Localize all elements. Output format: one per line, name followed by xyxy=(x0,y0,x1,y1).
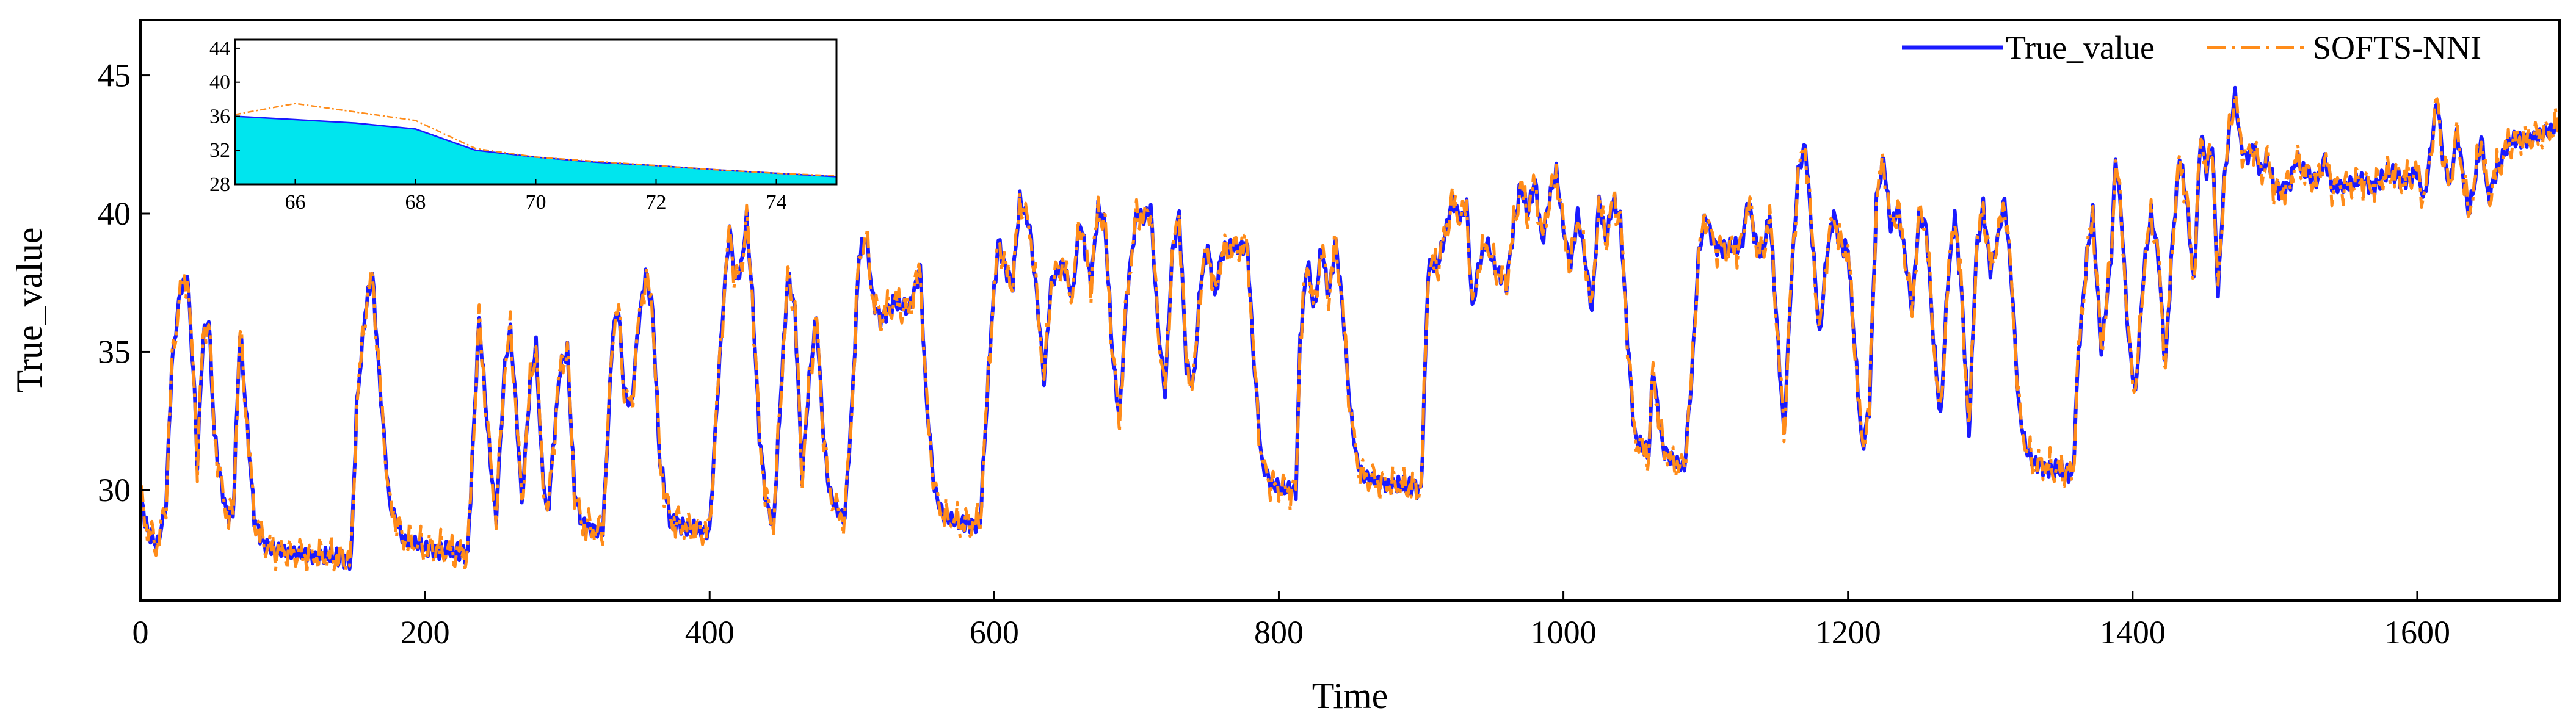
inset-y-tick-label: 32 xyxy=(209,139,230,162)
y-tick-label: 45 xyxy=(98,57,131,94)
inset-x-tick-label: 66 xyxy=(285,191,306,214)
x-axis-label: Time xyxy=(1312,676,1388,716)
x-tick-label: 1200 xyxy=(1815,614,1881,651)
series-line-softs-nni xyxy=(139,93,2561,575)
inset-line-softs-nni xyxy=(234,103,837,177)
inset-y-tick-label: 44 xyxy=(209,37,230,60)
inset-y-tick-label: 28 xyxy=(209,173,230,196)
inset-y-tick-label: 36 xyxy=(209,105,230,128)
inset-y-axis: 28 32 36 40 44 xyxy=(209,37,240,196)
inset-x-axis: 66 68 70 72 74 xyxy=(285,179,787,214)
inset-x-tick-label: 74 xyxy=(766,191,787,214)
y-axis-label: True_value xyxy=(9,227,49,392)
x-tick-label: 0 xyxy=(132,614,149,651)
x-tick-label: 1000 xyxy=(1531,614,1597,651)
x-tick-label: 600 xyxy=(970,614,1019,651)
x-axis: 0 200 400 600 800 1000 1200 1400 1600 xyxy=(132,591,2450,651)
x-tick-label: 1400 xyxy=(2100,614,2166,651)
y-axis: 30 35 40 45 xyxy=(98,57,150,508)
plot-frame xyxy=(139,19,2561,602)
inset-series-layer xyxy=(234,103,837,184)
y-tick-label: 40 xyxy=(98,195,131,232)
legend-true-value-label: True_value xyxy=(2006,29,2155,66)
inset-zoom-chart: 66 68 70 72 74 28 32 36 40 44 xyxy=(209,37,838,214)
y-tick-label: 35 xyxy=(98,333,131,370)
main-series-layer xyxy=(139,85,2561,575)
inset-x-tick-label: 72 xyxy=(646,191,667,214)
inset-x-tick-label: 68 xyxy=(405,191,426,214)
inset-y-tick-label: 40 xyxy=(209,71,230,94)
legend: True_value SOFTS-NNI xyxy=(1902,29,2481,66)
x-tick-label: 800 xyxy=(1254,614,1304,651)
x-tick-label: 200 xyxy=(401,614,450,651)
inset-area-fill xyxy=(235,116,836,184)
x-tick-label: 1600 xyxy=(2384,614,2450,651)
y-tick-label: 30 xyxy=(98,472,131,508)
inset-x-tick-label: 70 xyxy=(526,191,546,214)
x-tick-label: 400 xyxy=(685,614,735,651)
legend-softs-nni-label: SOFTS-NNI xyxy=(2313,29,2481,66)
